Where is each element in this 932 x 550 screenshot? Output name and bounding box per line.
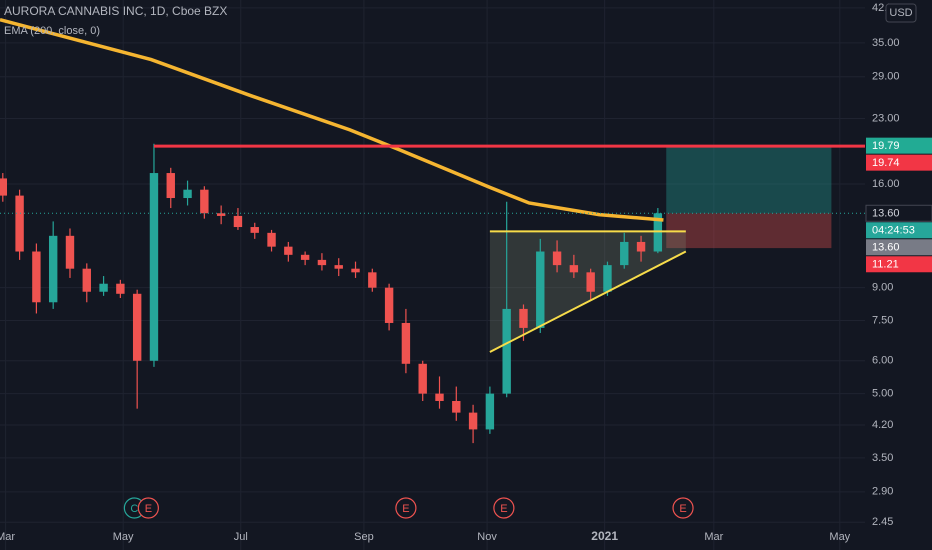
candle-body [435, 393, 444, 401]
candle-body [536, 251, 545, 328]
currency: USD [889, 7, 912, 19]
y-tick-label: 3.50 [872, 452, 893, 464]
grid [0, 0, 865, 550]
y-tick-label: 23.00 [872, 112, 900, 124]
candle-body [65, 235, 75, 269]
candle-body [233, 215, 243, 228]
price-tag-label: 13.60 [872, 242, 900, 254]
candle-body [552, 251, 562, 266]
event-label: E [145, 503, 152, 515]
indicator-legend: EMA (200, close, 0) [4, 25, 100, 37]
y-tick-label: 35.00 [872, 37, 900, 49]
candle-body [317, 259, 327, 266]
price-tag-label: 11.21 [872, 259, 899, 271]
candle-body [166, 173, 175, 199]
candle-body [300, 254, 310, 260]
trendline [489, 250, 687, 353]
event-label: E [679, 503, 686, 515]
y-tick-label: 7.50 [872, 314, 893, 326]
event-marker [137, 497, 159, 519]
candle-body [0, 178, 7, 196]
candle-body [99, 283, 108, 292]
price-tag [866, 222, 932, 239]
candle-body [82, 268, 91, 292]
candle-body [384, 287, 394, 323]
price-tag-label: 19.74 [872, 157, 900, 169]
candle-body [216, 213, 226, 216]
candle-body [250, 227, 259, 233]
candle-body [15, 195, 24, 252]
candle-body [284, 246, 293, 255]
x-tick-label: May [113, 531, 134, 543]
ema-line [0, 18, 664, 222]
candle-body [452, 400, 461, 413]
event-label: E [500, 503, 507, 515]
position-target-zone [666, 145, 832, 214]
x-tick-label: Jul [234, 531, 248, 543]
candle-body [519, 308, 528, 328]
y-tick-label: 2.90 [872, 486, 893, 498]
x-tick-label: Mar [0, 531, 15, 543]
price-tag-label: 19.79 [872, 140, 900, 152]
candle-body [132, 293, 142, 361]
position-stop-zone [666, 213, 832, 249]
candle-body [485, 393, 495, 430]
candle-body [368, 272, 377, 288]
candle-body [620, 241, 629, 266]
y-tick-label: 6.00 [872, 355, 893, 367]
candle-body [200, 189, 209, 214]
event-label: C [130, 503, 138, 515]
y-tick-label: 29.00 [872, 71, 900, 83]
chart-title: AURORA CANNABIS INC, 1D, Cboe BZX [4, 4, 227, 18]
y-tick-label: 16.00 [872, 178, 900, 190]
candle-body [334, 265, 343, 269]
x-tick-label: 2021 [591, 529, 618, 543]
x-tick-label: Nov [477, 531, 497, 543]
price-tag [866, 239, 932, 256]
price-tag [865, 204, 932, 222]
candle-body [636, 241, 646, 252]
event-label: E [402, 503, 409, 515]
y-tick-label: 5.00 [872, 388, 893, 400]
candle-body [116, 283, 125, 294]
candle-body [468, 412, 478, 430]
candle-body [653, 213, 663, 252]
plot [0, 18, 865, 444]
candle-body [149, 173, 159, 361]
event-marker [493, 497, 515, 519]
event-marker [672, 497, 694, 519]
candle-body [32, 251, 41, 303]
y-tick-label: 9.00 [872, 282, 893, 294]
candle-body [569, 265, 579, 273]
candle-body [48, 235, 58, 303]
y-tick-label: 4.20 [872, 419, 893, 431]
candle-body [267, 232, 276, 247]
currency-badge[interactable] [885, 3, 917, 23]
candle-body [603, 265, 612, 292]
y-tick-label: 2.45 [872, 516, 893, 528]
price-tag [866, 154, 932, 171]
candle-body [418, 363, 427, 394]
candle-body [586, 272, 595, 292]
x-tick-label: May [829, 531, 850, 543]
candle-body [401, 322, 411, 364]
candle-body [351, 268, 360, 273]
x-tick-label: Mar [704, 531, 723, 543]
candle-body [502, 308, 511, 394]
price-tag-label: 04:24:53 [872, 225, 915, 237]
candle-body [183, 189, 192, 199]
price-tag [866, 137, 932, 154]
price-tag [866, 256, 932, 273]
event-marker [395, 497, 417, 519]
x-tick-label: Sep [354, 531, 374, 543]
price-tag-label: 13.60 [872, 208, 900, 220]
